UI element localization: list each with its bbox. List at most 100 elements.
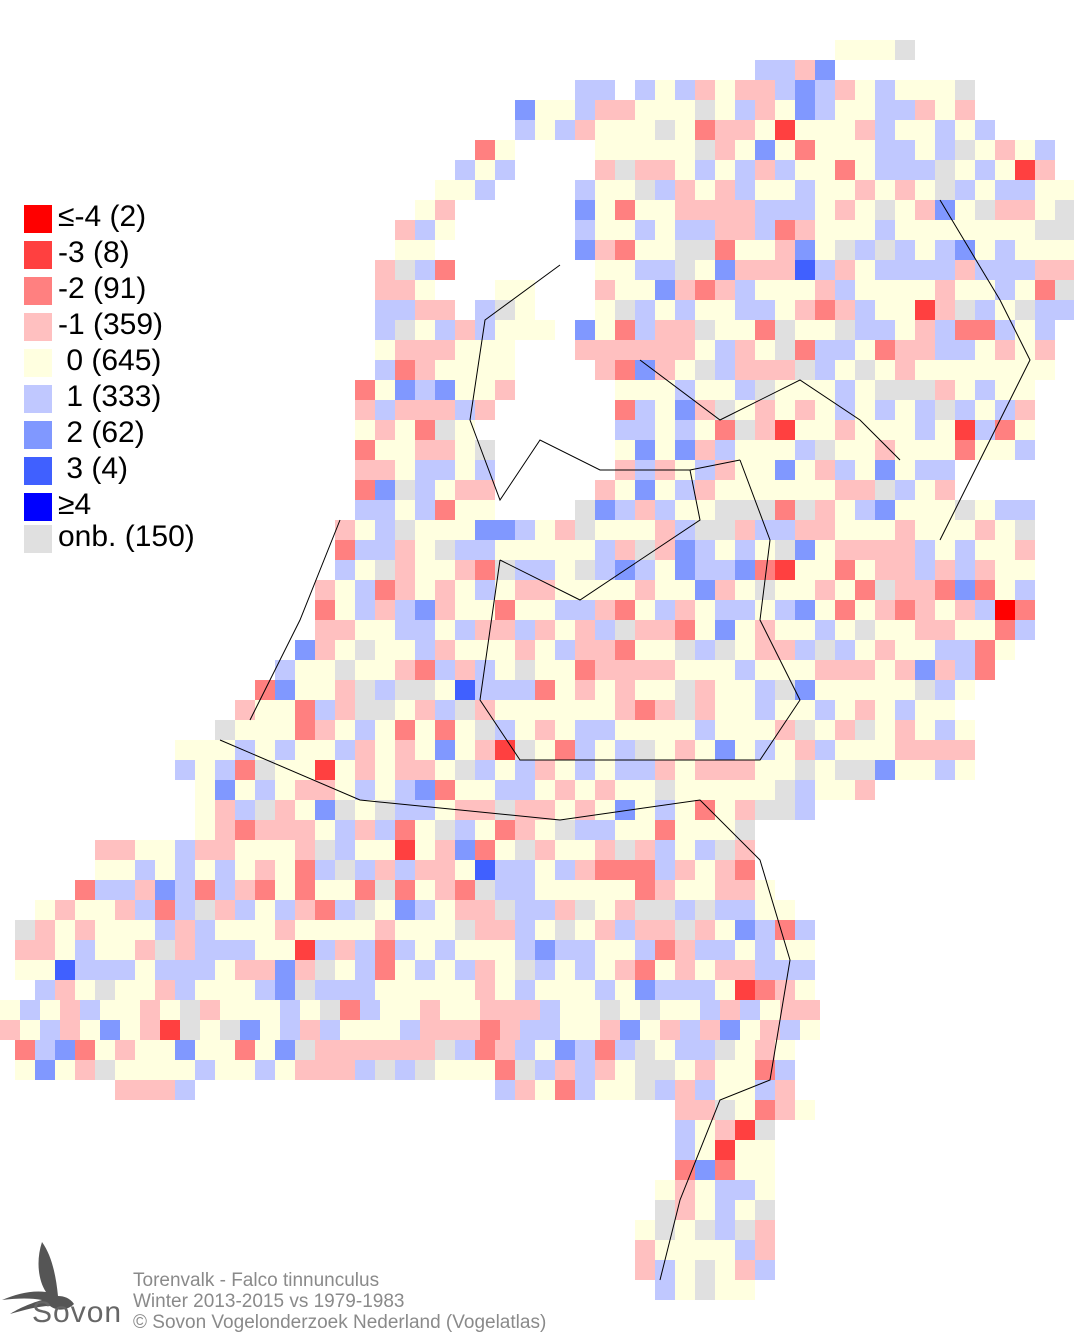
grid-square [835, 80, 855, 100]
grid-square [475, 400, 495, 420]
grid-square [155, 940, 175, 960]
grid-square [215, 720, 235, 740]
grid-square [135, 1080, 155, 1100]
grid-square [315, 800, 335, 820]
grid-square [355, 720, 375, 740]
grid-square [1015, 600, 1035, 620]
grid-square [520, 1020, 540, 1040]
grid-square [555, 720, 575, 740]
grid-square [755, 140, 775, 160]
grid-square [20, 1020, 40, 1040]
grid-square [955, 420, 975, 440]
grid-square [355, 380, 375, 400]
grid-square [40, 1000, 60, 1020]
grid-square [755, 1100, 775, 1120]
grid-square [495, 920, 515, 940]
grid-square [480, 1020, 500, 1040]
grid-square [475, 360, 495, 380]
grid-square [415, 360, 435, 380]
grid-square [655, 500, 675, 520]
legend-swatch [24, 525, 52, 553]
grid-square [235, 880, 255, 900]
grid-square [775, 680, 795, 700]
grid-square [395, 780, 415, 800]
grid-square [135, 860, 155, 880]
grid-square [160, 1020, 180, 1040]
grid-square [95, 960, 115, 980]
grid-square [435, 860, 455, 880]
grid-square [575, 520, 595, 540]
grid-square [635, 180, 655, 200]
grid-square [475, 880, 495, 900]
grid-square [75, 900, 95, 920]
grid-square [775, 100, 795, 120]
grid-square [495, 720, 515, 740]
grid-square [555, 800, 575, 820]
grid-square [655, 1180, 675, 1200]
grid-square [795, 380, 815, 400]
grid-square [755, 420, 775, 440]
legend-label: -2 (91) [58, 272, 147, 305]
grid-square [775, 420, 795, 440]
grid-square [915, 180, 935, 200]
grid-square [715, 820, 735, 840]
grid-square [235, 720, 255, 740]
grid-square [235, 940, 255, 960]
grid-square [595, 980, 615, 1000]
grid-square [955, 400, 975, 420]
grid-square [215, 840, 235, 860]
grid-square [395, 480, 415, 500]
grid-square [935, 140, 955, 160]
grid-square [755, 480, 775, 500]
grid-square [175, 1040, 195, 1060]
grid-square [680, 1000, 700, 1020]
grid-square [795, 620, 815, 640]
legend-label: -3 (8) [58, 236, 130, 269]
grid-square [655, 640, 675, 660]
grid-square [775, 200, 795, 220]
grid-square [755, 920, 775, 940]
grid-square [795, 540, 815, 560]
grid-square [655, 560, 675, 580]
grid-square [875, 760, 895, 780]
grid-square [635, 80, 655, 100]
grid-square [695, 1180, 715, 1200]
grid-square [815, 100, 835, 120]
grid-square [955, 640, 975, 660]
grid-square [855, 420, 875, 440]
grid-square [655, 620, 675, 640]
grid-square [255, 960, 275, 980]
grid-square [735, 720, 755, 740]
grid-square [555, 120, 575, 140]
grid-square [355, 740, 375, 760]
grid-square [795, 580, 815, 600]
grid-square [495, 300, 515, 320]
grid-square [915, 140, 935, 160]
grid-square [915, 220, 935, 240]
grid-square [935, 100, 955, 120]
border-line [640, 459, 801, 761]
grid-square [375, 520, 395, 540]
grid-square [795, 740, 815, 760]
grid-square [275, 660, 295, 680]
grid-square [235, 1060, 255, 1080]
grid-square [875, 100, 895, 120]
grid-square [495, 760, 515, 780]
grid-square [1015, 160, 1035, 180]
grid-square [915, 520, 935, 540]
grid-square [240, 1020, 260, 1040]
grid-square [255, 880, 275, 900]
grid-square [715, 180, 735, 200]
grid-square [115, 860, 135, 880]
grid-square [675, 320, 695, 340]
grid-square [795, 920, 815, 940]
grid-square [955, 580, 975, 600]
grid-square [875, 420, 895, 440]
grid-square [775, 780, 795, 800]
grid-square [415, 260, 435, 280]
grid-square [935, 480, 955, 500]
grid-square [415, 880, 435, 900]
grid-square [455, 520, 475, 540]
grid-square [220, 1020, 240, 1040]
grid-square [875, 340, 895, 360]
